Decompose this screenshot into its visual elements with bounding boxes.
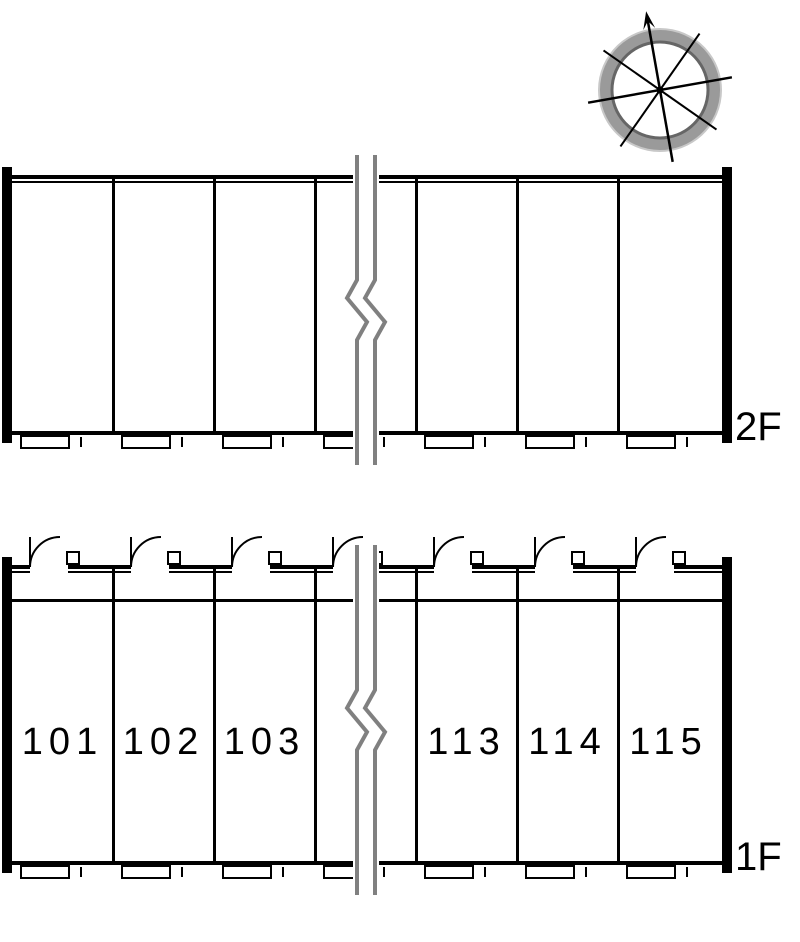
vent-tick: [175, 437, 183, 447]
vent-icon: [626, 865, 676, 879]
vent-tick: [276, 437, 284, 447]
vent-tick: [175, 867, 183, 877]
right-endcap: [722, 167, 732, 443]
vent-icon: [222, 865, 272, 879]
vent-tick: [478, 437, 486, 447]
left-endcap: [2, 557, 12, 873]
unit-divider: [516, 177, 519, 433]
wall-stub: [385, 565, 416, 569]
vent-icon: [525, 865, 575, 879]
vent-tick: [276, 867, 284, 877]
break-line-icon: [360, 155, 390, 465]
unit-divider: [314, 567, 317, 863]
compass-icon: [575, 5, 745, 175]
unit-divider: [617, 177, 620, 433]
room-label: 101: [16, 721, 109, 764]
unit-divider: [415, 177, 418, 433]
room-label: 113: [420, 721, 513, 764]
vent-tick: [74, 867, 82, 877]
wall-stub: [183, 565, 214, 569]
vent-tick: [680, 867, 688, 877]
floor-1F: 1011021031131141151F: [12, 565, 722, 865]
vent-icon: [525, 435, 575, 449]
left-endcap: [2, 167, 12, 443]
vent-icon: [222, 435, 272, 449]
break-line-icon: [360, 545, 390, 895]
unit-divider: [415, 567, 418, 863]
room-label: 115: [622, 721, 715, 764]
floor-label: 2F: [735, 405, 782, 450]
vent-tick: [579, 437, 587, 447]
floor-label: 1F: [735, 835, 782, 880]
room-label: 102: [117, 721, 210, 764]
unit-divider: [112, 177, 115, 433]
vent-icon: [424, 435, 474, 449]
right-endcap: [722, 557, 732, 873]
door-swing-icon: [634, 535, 678, 569]
wall-stub: [82, 565, 113, 569]
door-swing-icon: [533, 535, 577, 569]
vent-tick: [579, 867, 587, 877]
wall-stub: [486, 565, 517, 569]
unit-divider: [213, 567, 216, 863]
vent-icon: [121, 435, 171, 449]
wall-stub: [688, 565, 719, 569]
vent-icon: [626, 435, 676, 449]
room-label: 103: [218, 721, 311, 764]
door-swing-icon: [432, 535, 476, 569]
unit-divider: [314, 177, 317, 433]
door-swing-icon: [28, 535, 72, 569]
vent-icon: [121, 865, 171, 879]
unit-divider: [516, 567, 519, 863]
wall-stub: [284, 565, 315, 569]
vent-icon: [424, 865, 474, 879]
door-swing-icon: [230, 535, 274, 569]
wall-stub: [587, 565, 618, 569]
vent-icon: [20, 435, 70, 449]
vent-tick: [680, 437, 688, 447]
unit-divider: [213, 177, 216, 433]
floor-2F: 2F: [12, 175, 722, 435]
unit-divider: [112, 567, 115, 863]
unit-divider: [617, 567, 620, 863]
vent-icon: [20, 865, 70, 879]
vent-tick: [74, 437, 82, 447]
room-label: 114: [521, 721, 614, 764]
vent-tick: [478, 867, 486, 877]
door-swing-icon: [129, 535, 173, 569]
